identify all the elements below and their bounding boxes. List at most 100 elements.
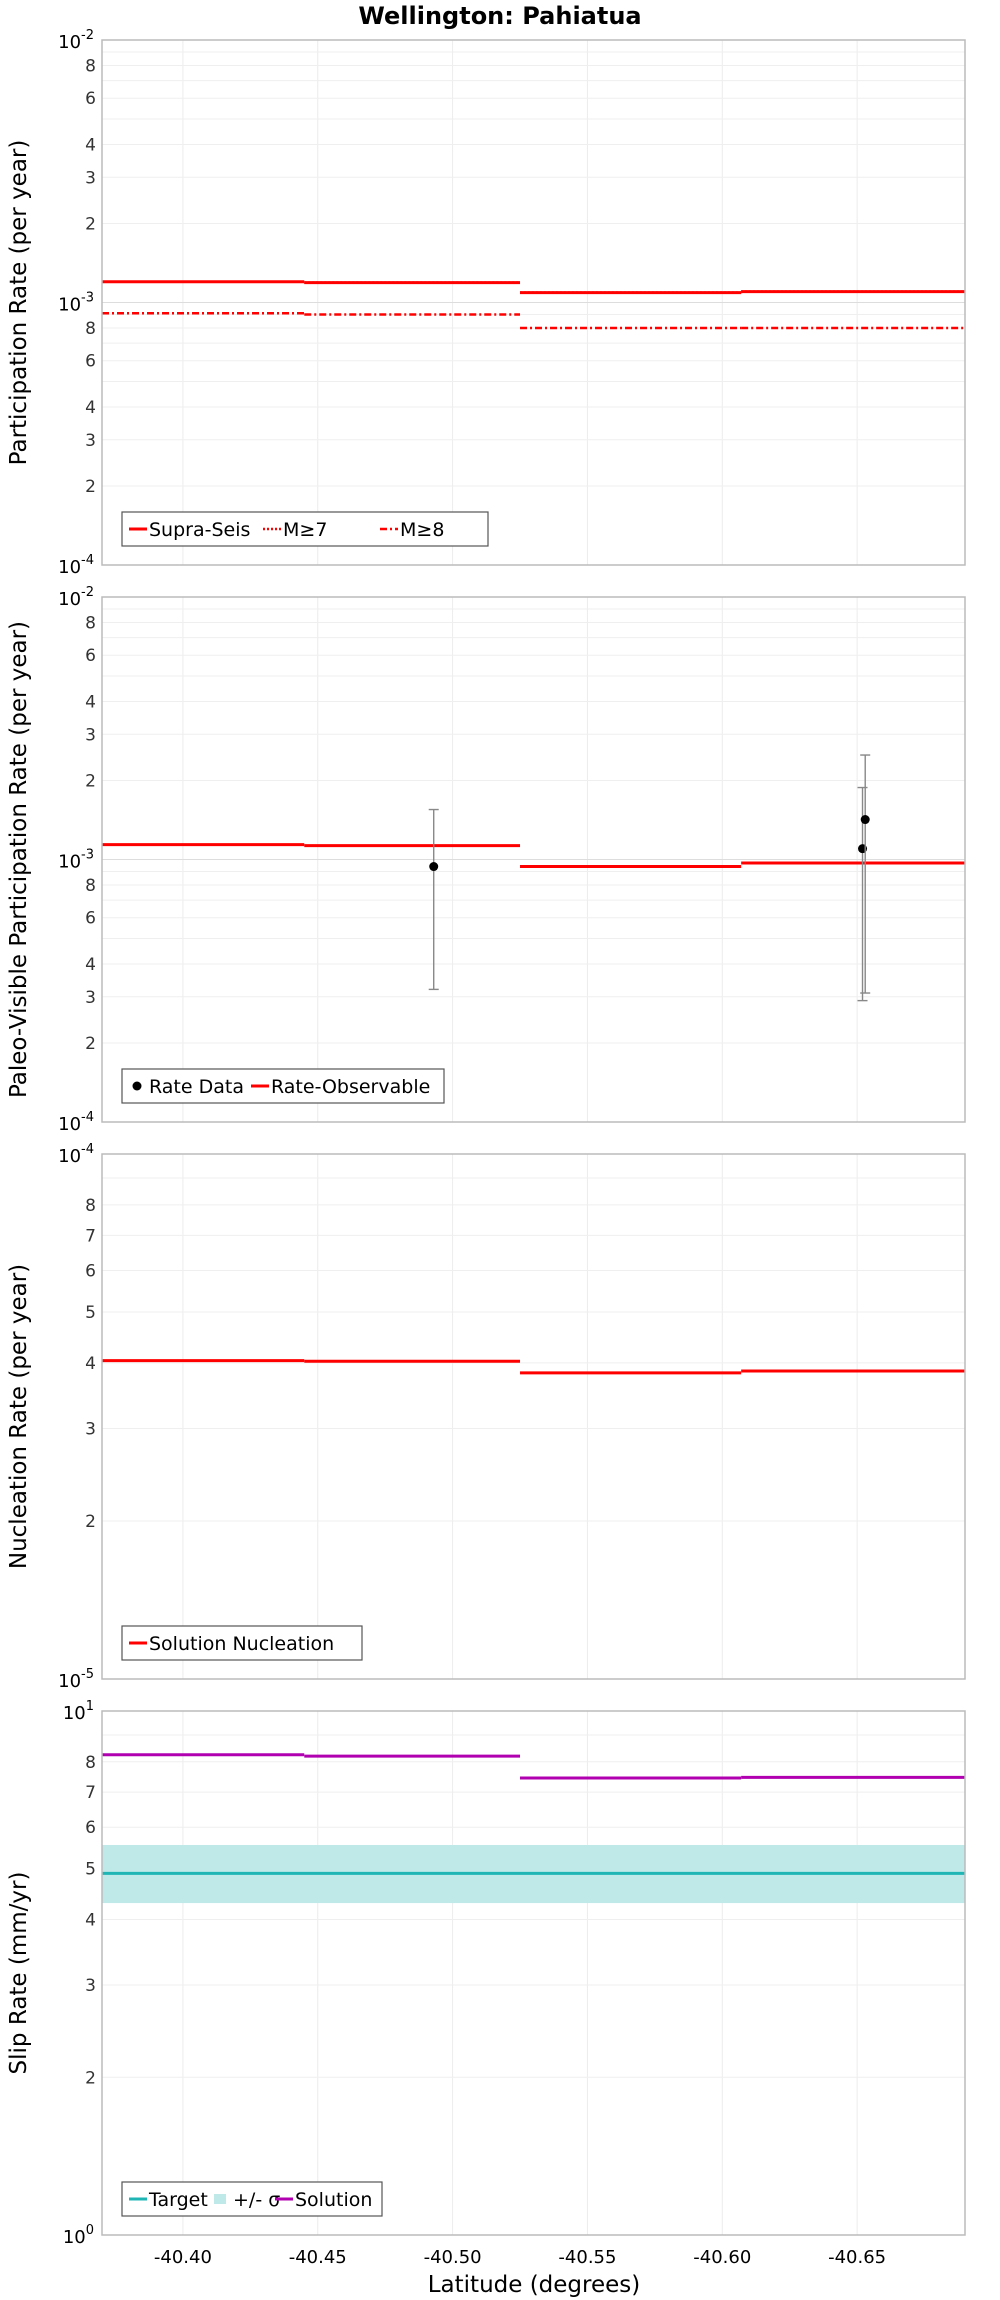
y-minor-tick-label: 6 (85, 1818, 96, 1838)
y-minor-tick-label: 5 (85, 1303, 96, 1323)
tick-base: 10 (58, 589, 81, 610)
legend-m-7-label: M≥7 (283, 519, 327, 541)
y-minor-tick-label: 6 (85, 909, 96, 929)
y-minor-tick-label: 2 (85, 1512, 96, 1532)
plot-frame (101, 39, 966, 566)
y-minor-tick-label: 8 (85, 1196, 96, 1216)
tick-exponent: -4 (81, 1142, 94, 1157)
tick-base: 10 (58, 1114, 81, 1135)
y-minor-tick-label: 4 (85, 955, 96, 975)
y-minor-tick-label: 6 (85, 352, 96, 372)
legend---marker (214, 2194, 226, 2204)
y-axis-label: Slip Rate (mm/yr) (6, 1872, 32, 2075)
tick-exponent: -2 (81, 28, 94, 43)
y-minor-tick-label: 4 (85, 1354, 96, 1374)
y-major-tick-label: 101 (63, 1699, 94, 1724)
tick-exponent: -4 (81, 1110, 94, 1125)
y-major-tick-label: 10-3 (58, 291, 94, 316)
x-tick-label: -40.65 (828, 2247, 886, 2268)
y-major-tick-label: 10-4 (58, 553, 94, 578)
tick-exponent: -3 (81, 848, 94, 863)
y-minor-tick-label: 2 (85, 1034, 96, 1054)
y-axis-label: Nucleation Rate (per year) (6, 1264, 32, 1569)
panel-4: 100 101 2 3 4 5 6 7 8 Slip Rate (mm/yr) Target +/- … (6, 1699, 966, 2268)
legend: Supra-Seis M≥7 M≥8 (121, 511, 489, 547)
legend-box (121, 511, 489, 547)
x-axis-label: Latitude (degrees) (428, 2272, 641, 2298)
y-major-tick-label: 10-3 (58, 848, 94, 873)
chart-title: Wellington: Pahiatua (358, 2, 641, 30)
y-minor-tick-label: 4 (85, 135, 96, 155)
y-major-tick-label: 10-4 (58, 1110, 94, 1135)
y-minor-tick-label: 2 (85, 477, 96, 497)
rate-data-point (860, 815, 870, 825)
tick-base: 10 (58, 295, 81, 316)
plot-area (102, 1711, 965, 2235)
tick-base: 10 (58, 557, 81, 578)
y-minor-tick-label: 2 (85, 2068, 96, 2088)
legend-rate-data-marker (132, 1081, 142, 1091)
legend-supra-seis-label: Supra-Seis (149, 519, 250, 541)
y-minor-tick-label: 8 (85, 319, 96, 339)
tick-exponent: 1 (86, 1699, 94, 1714)
tick-exponent: -5 (81, 1667, 94, 1682)
y-minor-tick-label: 3 (85, 1420, 96, 1440)
y-minor-tick-label: 6 (85, 1261, 96, 1281)
x-tick-label: -40.45 (289, 2247, 347, 2268)
y-minor-tick-label: 8 (85, 876, 96, 896)
x-tick-label: -40.55 (558, 2247, 616, 2268)
x-tick-label: -40.40 (154, 2247, 212, 2268)
y-minor-tick-label: 4 (85, 1911, 96, 1931)
y-minor-tick-label: 3 (85, 725, 96, 745)
y-major-tick-label: 10-5 (58, 1667, 94, 1692)
y-axis-label: Paleo-Visible Participation Rate (per ye… (6, 621, 32, 1098)
tick-base: 10 (58, 1146, 81, 1167)
x-tick-label: -40.50 (424, 2247, 482, 2268)
plot-area (102, 1154, 965, 1679)
y-minor-tick-label: 3 (85, 1976, 96, 1996)
y-minor-tick-label: 7 (85, 1783, 96, 1803)
legend-rate-observable-label: Rate-Observable (271, 1076, 430, 1098)
y-minor-tick-label: 3 (85, 431, 96, 451)
plot-frame (101, 1710, 966, 2236)
legend-box (121, 2181, 383, 2217)
tick-base: 10 (58, 852, 81, 873)
y-minor-tick-label: 4 (85, 692, 96, 712)
rate-data-point (429, 862, 439, 872)
legend: Rate Data Rate-Observable (121, 1068, 445, 1104)
y-minor-tick-label: 8 (85, 1753, 96, 1773)
legend: Target +/- σ Solution (121, 2181, 383, 2217)
legend-rate-data-label: Rate Data (149, 1076, 244, 1098)
y-minor-tick-label: 6 (85, 89, 96, 109)
y-minor-tick-label: 3 (85, 168, 96, 188)
y-minor-tick-label: 3 (85, 988, 96, 1008)
x-tick-label: -40.60 (693, 2247, 751, 2268)
y-minor-tick-label: 7 (85, 1226, 96, 1246)
y-major-tick-label: 10-2 (58, 28, 94, 53)
legend-m-8-label: M≥8 (400, 519, 444, 541)
y-minor-tick-label: 8 (85, 56, 96, 76)
tick-exponent: -4 (81, 553, 94, 568)
y-minor-tick-label: 4 (85, 398, 96, 418)
tick-exponent: -3 (81, 291, 94, 306)
tick-exponent: 0 (86, 2223, 94, 2238)
plot-frame (101, 596, 966, 1123)
y-minor-tick-label: 5 (85, 1860, 96, 1880)
y-minor-tick-label: 8 (85, 613, 96, 633)
y-minor-tick-label: 6 (85, 646, 96, 666)
plot-frame (101, 1153, 966, 1680)
legend-solution-nucleation-label: Solution Nucleation (149, 1633, 334, 1655)
y-major-tick-label: 10-4 (58, 1142, 94, 1167)
y-major-tick-label: 10-2 (58, 585, 94, 610)
tick-base: 10 (63, 2227, 86, 2248)
y-minor-tick-label: 2 (85, 214, 96, 234)
y-minor-tick-label: 2 (85, 771, 96, 791)
legend---label: +/- σ (233, 2189, 280, 2211)
legend: Solution Nucleation (121, 1625, 363, 1661)
legend-box (121, 1068, 445, 1104)
y-axis-label: Participation Rate (per year) (6, 140, 32, 466)
